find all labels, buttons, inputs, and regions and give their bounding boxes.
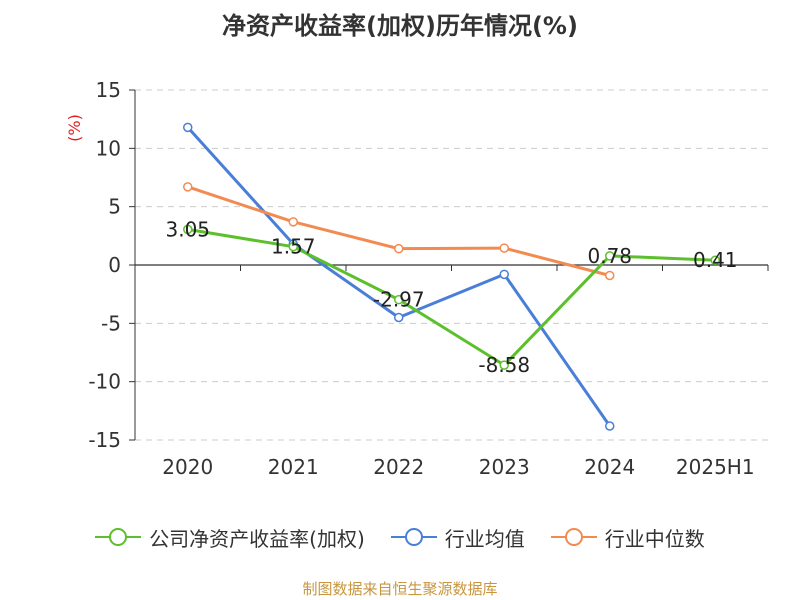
x-tick-label: 2022 (373, 455, 424, 479)
data-point (499, 360, 509, 370)
data-point (288, 217, 298, 227)
data-point (605, 251, 615, 261)
y-tick-label: -10 (88, 370, 121, 394)
legend-label: 公司净资产收益率(加权) (149, 526, 365, 551)
series-line (187, 227, 716, 367)
series-line (187, 185, 611, 277)
data-point (605, 421, 615, 431)
x-tick-label: 2024 (584, 455, 635, 479)
data-label: 0.41 (693, 248, 738, 272)
data-point (499, 243, 509, 253)
data-label: 1.57 (271, 235, 316, 259)
y-tick-label: 5 (108, 195, 121, 219)
data-label: 0.78 (587, 244, 632, 268)
data-point (605, 270, 615, 281)
data-point (710, 255, 720, 265)
x-tick-label: 2025H1 (676, 455, 755, 479)
source-note: 制图数据来自恒生聚源数据库 (302, 580, 498, 598)
x-tick-label: 2023 (479, 455, 530, 479)
legend-symbol (550, 528, 597, 546)
legend: 公司净资产收益率(加权) 行业均值 行业中位数 (0, 520, 800, 554)
x-tick-label: 2021 (268, 455, 319, 479)
legend-item: 行业均值 (390, 523, 525, 552)
x-tick-label: 2020 (162, 455, 213, 479)
data-point (183, 122, 193, 133)
y-tick-label: -5 (101, 311, 121, 335)
legend-label: 行业均值 (444, 526, 525, 551)
data-point (183, 182, 193, 192)
data-label: 3.05 (165, 217, 210, 241)
data-point (394, 312, 404, 323)
legend-symbol (390, 528, 437, 546)
y-axis-label: (%) (65, 114, 84, 142)
y-tick-label: 15 (96, 78, 121, 102)
legend-symbol (95, 528, 142, 546)
legend-label: 行业中位数 (604, 526, 705, 551)
data-point (288, 241, 298, 252)
legend-item: 公司净资产收益率(加权) (95, 523, 365, 552)
data-point (499, 269, 509, 280)
data-point (394, 294, 404, 305)
y-tick-label: -15 (88, 428, 121, 452)
chart-title: 净资产收益率(加权)历年情况(%) (222, 12, 578, 40)
legend-item: 行业中位数 (550, 523, 705, 552)
y-tick-label: 0 (108, 253, 121, 277)
data-point (394, 243, 404, 254)
data-label: -2.97 (373, 288, 425, 312)
data-label: -8.58 (478, 353, 530, 377)
y-tick-label: 10 (96, 136, 121, 160)
data-point (183, 224, 193, 235)
